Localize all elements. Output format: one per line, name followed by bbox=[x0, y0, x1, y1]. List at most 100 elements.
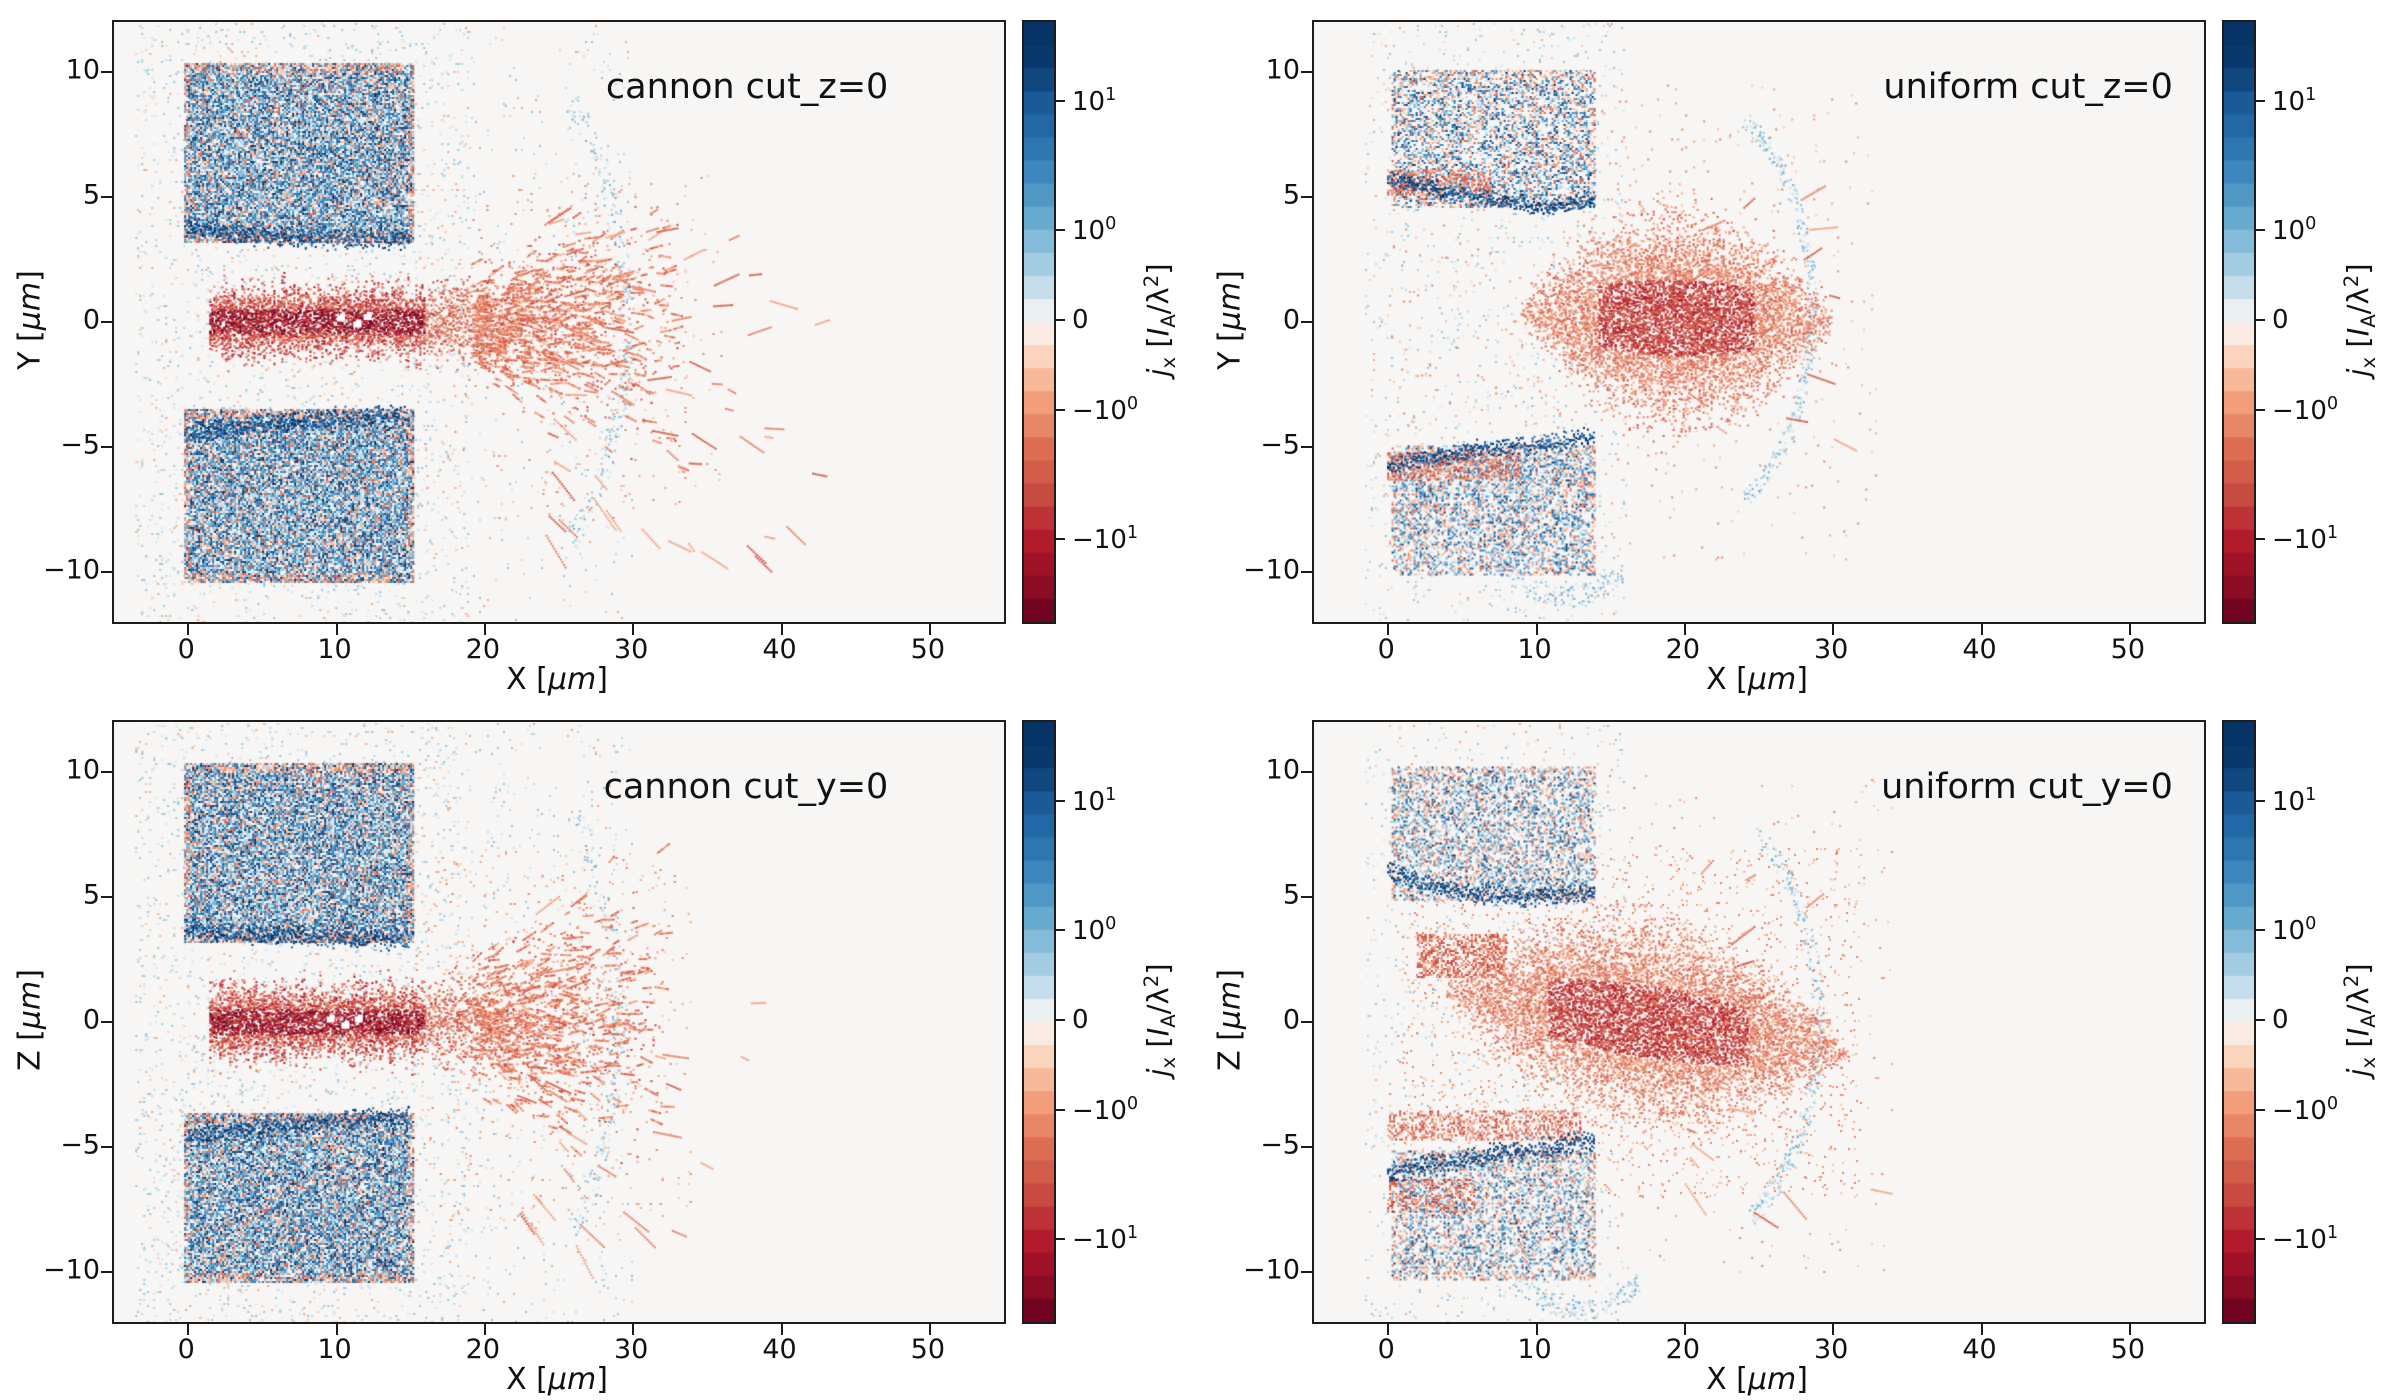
x-axis-label: X [μm] bbox=[1706, 1362, 1808, 1397]
colorbar-tick-mark bbox=[2256, 538, 2265, 540]
colorbar-tick-label: 101 bbox=[1072, 785, 1117, 817]
heatmap-canvas bbox=[114, 722, 1004, 1322]
x-tick-label: 50 bbox=[910, 634, 946, 665]
x-tick-label: 20 bbox=[465, 634, 501, 665]
colorbar-tick-label: 100 bbox=[2272, 914, 2317, 946]
colorbar-tick-mark bbox=[1056, 1238, 1065, 1240]
colorbar-tick-mark bbox=[2256, 929, 2265, 931]
x-tick-label: 10 bbox=[317, 634, 352, 665]
y-tick-mark bbox=[101, 196, 112, 198]
y-tick-label: −10 bbox=[43, 1254, 100, 1286]
y-tick-mark bbox=[101, 71, 112, 73]
x-axis-label: X [μm] bbox=[506, 1362, 608, 1397]
colorbar-tick-mark bbox=[1056, 319, 1065, 321]
plot-area: cannon cut_y=0 bbox=[101, 720, 1006, 1335]
y-tick-label: 5 bbox=[1282, 879, 1300, 911]
colorbar-label: jx [IA/λ2] bbox=[2339, 263, 2381, 377]
x-tick-label: 20 bbox=[1665, 1334, 1701, 1365]
x-tick-mark bbox=[1683, 624, 1686, 635]
colorbar-tick-mark bbox=[2256, 1019, 2265, 1021]
y-tick-mark bbox=[101, 1021, 112, 1023]
x-tick-label: 40 bbox=[1962, 1334, 1997, 1365]
heatmap-canvas bbox=[1314, 722, 2204, 1322]
subplot-cannon-cut-z0: Y [μm] cannon cut_z=0 X [μm] jx [IA/λ2] … bbox=[0, 0, 1200, 700]
y-tick-label: 10 bbox=[1265, 754, 1300, 786]
x-tick-mark bbox=[1980, 624, 1983, 635]
x-tick-label: 20 bbox=[1665, 634, 1701, 665]
x-axis-label: X [μm] bbox=[506, 662, 608, 697]
x-tick-mark bbox=[1387, 1324, 1390, 1335]
y-tick-label: 5 bbox=[82, 179, 100, 211]
colorbar-tick-label: 101 bbox=[1072, 85, 1117, 117]
y-tick-label: 5 bbox=[82, 879, 100, 911]
x-tick-label: 30 bbox=[1813, 634, 1849, 665]
x-tick-mark bbox=[780, 1324, 783, 1335]
x-tick-mark bbox=[483, 624, 486, 635]
subplot-uniform-cut-y0: Z [μm] uniform cut_y=0 X [μm] jx [IA/λ2]… bbox=[1200, 700, 2400, 1400]
y-tick-label: −5 bbox=[1260, 429, 1300, 461]
panel-annotation: uniform cut_z=0 bbox=[1883, 67, 2173, 107]
colorbar-tick-label: 100 bbox=[1072, 214, 1117, 246]
colorbar-tick-label: −100 bbox=[2272, 394, 2339, 426]
subplot-uniform-cut-z0: Y [μm] uniform cut_z=0 X [μm] jx [IA/λ2]… bbox=[1200, 0, 2400, 700]
x-tick-mark bbox=[335, 624, 338, 635]
panel-annotation: cannon cut_z=0 bbox=[605, 67, 889, 107]
x-tick-mark bbox=[187, 624, 190, 635]
y-tick-mark bbox=[1301, 896, 1312, 898]
x-tick-label: 10 bbox=[317, 1334, 352, 1365]
colorbar-tick-label: −100 bbox=[1072, 1094, 1139, 1126]
y-tick-mark bbox=[101, 771, 112, 773]
colorbar: jx [IA/λ2] 101 100 0 −100 −101 bbox=[2222, 720, 2400, 1324]
y-tick-mark bbox=[101, 896, 112, 898]
colorbar-label: jx [IA/λ2] bbox=[2339, 963, 2381, 1077]
x-tick-label: 50 bbox=[910, 1334, 946, 1365]
x-tick-label: 0 bbox=[1377, 634, 1395, 665]
colorbar-gradient bbox=[1022, 720, 1056, 1324]
x-tick-mark bbox=[1683, 1324, 1686, 1335]
colorbar-tick-mark bbox=[2256, 100, 2265, 102]
x-tick-mark bbox=[928, 1324, 931, 1335]
colorbar-gradient bbox=[2222, 720, 2256, 1324]
x-tick-label: 10 bbox=[1517, 1334, 1552, 1365]
x-tick-mark bbox=[335, 1324, 338, 1335]
y-tick-mark bbox=[1301, 321, 1312, 323]
y-tick-mark bbox=[101, 321, 112, 323]
y-tick-mark bbox=[101, 571, 112, 573]
colorbar-tick-mark bbox=[1056, 538, 1065, 540]
plot-area: uniform cut_y=0 bbox=[1301, 720, 2206, 1335]
y-tick-mark bbox=[1301, 571, 1312, 573]
colorbar-tick-mark bbox=[1056, 1019, 1065, 1021]
colorbar-tick-label: 100 bbox=[2272, 214, 2317, 246]
colorbar-tick-mark bbox=[1056, 229, 1065, 231]
y-tick-mark bbox=[1301, 771, 1312, 773]
plot-area: uniform cut_z=0 bbox=[1301, 20, 2206, 635]
x-tick-label: 0 bbox=[177, 634, 195, 665]
colorbar-tick-label: 0 bbox=[1072, 305, 1089, 335]
colorbar-tick-mark bbox=[1056, 409, 1065, 411]
y-tick-label: 0 bbox=[1282, 304, 1300, 336]
y-tick-label: 0 bbox=[82, 1004, 100, 1036]
x-tick-mark bbox=[483, 1324, 486, 1335]
x-tick-label: 40 bbox=[762, 1334, 797, 1365]
colorbar: jx [IA/λ2] 101 100 0 −100 −101 bbox=[1022, 20, 1200, 624]
x-tick-label: 40 bbox=[1962, 634, 1997, 665]
x-tick-label: 30 bbox=[1813, 1334, 1849, 1365]
x-tick-mark bbox=[1832, 1324, 1835, 1335]
colorbar-tick-label: −101 bbox=[2272, 523, 2339, 555]
y-tick-label: −5 bbox=[60, 429, 100, 461]
y-tick-label: 10 bbox=[65, 54, 100, 86]
x-tick-label: 30 bbox=[613, 634, 649, 665]
colorbar-tick-label: 101 bbox=[2272, 85, 2317, 117]
colorbar-tick-label: −101 bbox=[1072, 1223, 1139, 1255]
x-tick-label: 20 bbox=[465, 1334, 501, 1365]
colorbar-tick-mark bbox=[2256, 1238, 2265, 1240]
colorbar-tick-label: −101 bbox=[2272, 1223, 2339, 1255]
colorbar-tick-label: −101 bbox=[1072, 523, 1139, 555]
colorbar-tick-label: 100 bbox=[1072, 914, 1117, 946]
colorbar-tick-label: −100 bbox=[1072, 394, 1139, 426]
x-tick-mark bbox=[1535, 624, 1538, 635]
y-tick-mark bbox=[101, 1271, 112, 1273]
x-tick-mark bbox=[928, 624, 931, 635]
colorbar-tick-label: −100 bbox=[2272, 1094, 2339, 1126]
